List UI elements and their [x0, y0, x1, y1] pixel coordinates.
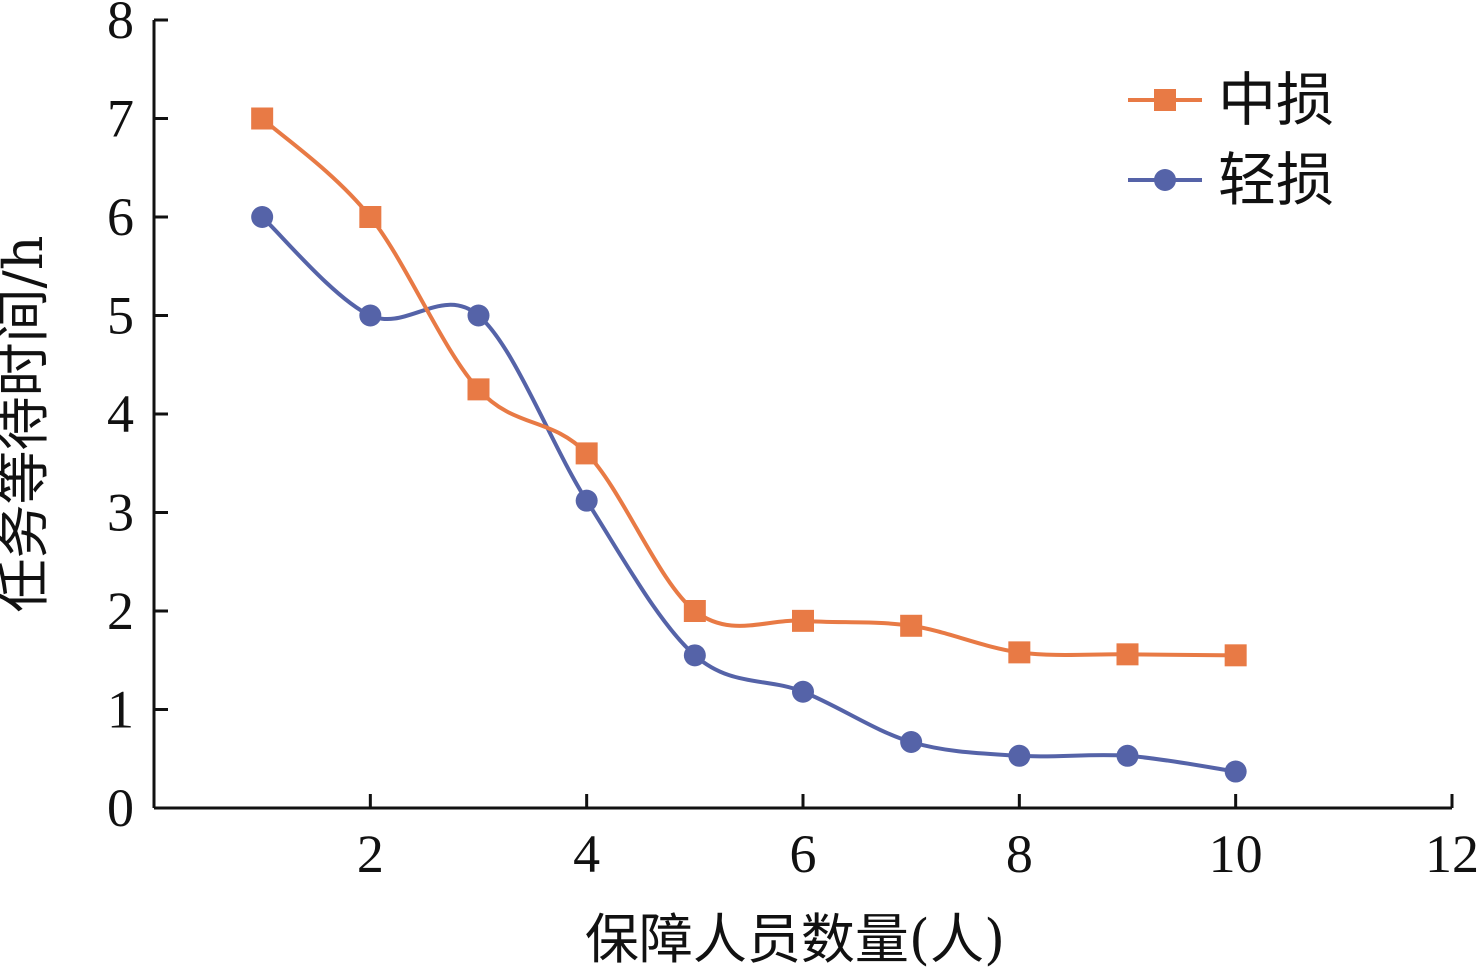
y-tick-label: 7 — [107, 89, 134, 149]
series-line — [260, 215, 1236, 774]
x-axis-title: 保障人员数量(人) — [585, 908, 1005, 971]
series-layer — [251, 107, 1247, 783]
data-point-square — [467, 378, 490, 401]
x-tick-label: 4 — [573, 824, 600, 884]
y-ticks: 0 1 2 3 4 5 6 7 8 — [107, 0, 168, 838]
x-tick-label: 12 — [1425, 824, 1479, 884]
legend-swatch-circle — [1154, 169, 1176, 191]
x-tick-label: 8 — [1006, 824, 1033, 884]
y-tick-label: 6 — [107, 187, 134, 247]
legend-label: 轻损 — [1218, 146, 1334, 214]
data-point-square — [251, 107, 274, 130]
data-point-circle — [1224, 760, 1247, 783]
y-tick-label: 0 — [107, 778, 134, 838]
data-point-square — [792, 609, 814, 632]
y-axis-title: 任务等待时间/h — [0, 236, 55, 613]
data-point-circle — [467, 304, 490, 327]
data-point-square — [359, 206, 382, 228]
x-ticks: 2 4 6 8 10 12 — [357, 794, 1479, 884]
data-point-circle — [900, 731, 923, 754]
y-tick-label: 2 — [107, 581, 134, 641]
series-0 — [251, 107, 1247, 667]
data-point-square — [1224, 644, 1247, 667]
data-point-circle — [575, 489, 598, 512]
data-point-square — [575, 442, 598, 465]
legend-item: 中损 — [1128, 66, 1334, 134]
data-point-circle — [792, 680, 814, 703]
y-tick-label: 4 — [107, 384, 134, 444]
x-tick-label: 6 — [790, 824, 817, 884]
data-point-circle — [683, 644, 706, 667]
data-point-circle — [251, 206, 274, 228]
data-point-square — [1116, 643, 1139, 666]
series-line — [260, 117, 1236, 658]
legend-item: 轻损 — [1128, 146, 1334, 214]
data-point-square — [1008, 641, 1031, 664]
y-tick-label: 1 — [107, 680, 134, 740]
data-point-square — [900, 614, 923, 637]
y-tick-label: 3 — [107, 483, 134, 543]
data-point-circle — [1116, 744, 1139, 767]
x-tick-label: 2 — [357, 824, 384, 884]
y-tick-label: 8 — [107, 0, 134, 50]
data-point-square — [683, 600, 706, 622]
series-1 — [251, 206, 1247, 783]
x-tick-label: 10 — [1209, 824, 1263, 884]
legend-swatch-square — [1154, 89, 1176, 111]
data-point-circle — [359, 304, 382, 327]
data-point-circle — [1008, 744, 1031, 767]
y-tick-label: 5 — [107, 286, 134, 346]
legend-label: 中损 — [1218, 66, 1334, 134]
